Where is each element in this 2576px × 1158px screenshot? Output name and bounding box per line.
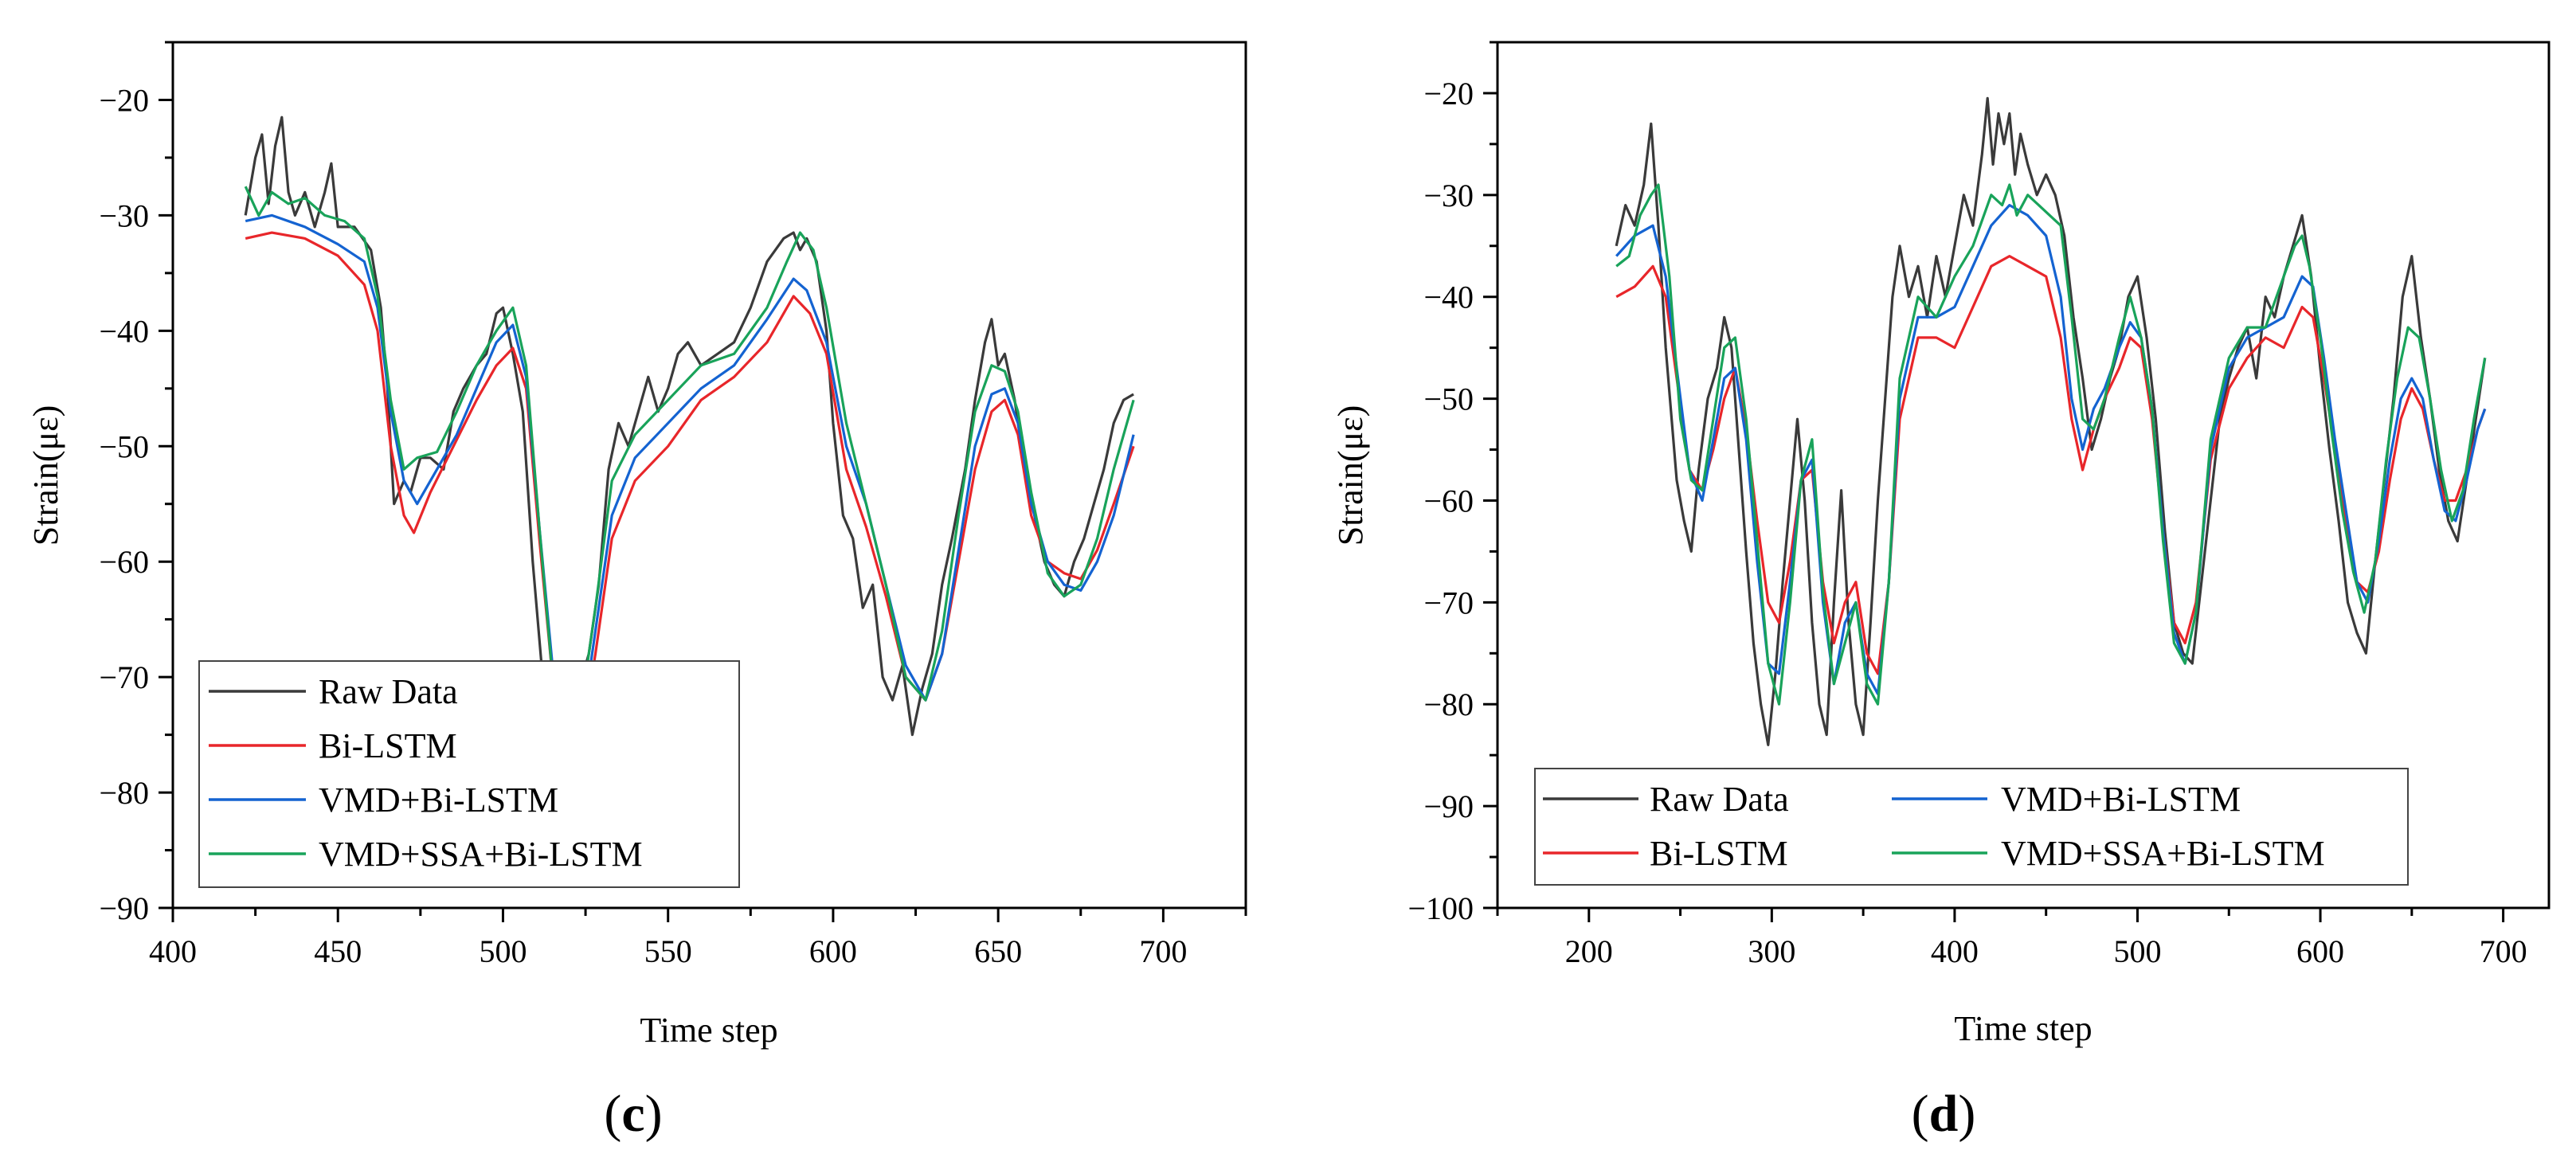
panel-c-caption-letter: c [621,1085,644,1143]
d-y-tick-label: −80 [1423,687,1474,722]
d-x-tick-label: 200 [1565,933,1613,969]
c-y-tick-label: −40 [99,313,149,349]
c-y-tick-label: −50 [99,428,149,464]
d-y-tick-label: −100 [1407,890,1474,926]
panel-c-legend-box [198,660,740,888]
c-x-tick-label: 550 [644,933,692,969]
d-y-tick-label: −40 [1423,280,1474,315]
c-y-tick-label: −30 [99,198,149,233]
d-y-tick-label: −70 [1423,585,1474,620]
panel-d-y-ticks: −100 −90 −80 −70 −60 −50 −40 −30 −20 [1407,41,1497,926]
panel-c: 400 450 500 550 600 650 700 −90 −80 −70 −60 −50 −40… [26,41,1247,1143]
panel-d-x-axis-label: Time step [1954,1009,2092,1048]
c-y-tick-label: −20 [99,82,149,118]
panel-d-series-bi-lstm [1615,255,2487,675]
panel-c-series-raw-data [244,115,1134,760]
panel-c-plot-frame [171,41,1247,910]
c-x-tick-label: 700 [1139,933,1187,969]
panel-c-series-bi-lstm [245,231,1135,760]
d-y-tick-label: −20 [1423,76,1474,111]
panel-c-caption: (c) [604,1085,662,1143]
d-y-tick-label: −50 [1423,381,1474,417]
panel-d: 200 300 400 500 600 700 −100 −90 −80 −70 −60 −50 −4… [1331,41,2551,1143]
panel-c-legend-label-vmd-ssa-bi-lstm: VMD+SSA+Bi-LSTM [319,835,643,874]
c-x-tick-label: 650 [974,933,1022,969]
panel-c-x-ticks: 400 450 500 550 600 650 700 [149,908,1247,969]
panel-c-series-vmd-ssa-bi-lstm [244,186,1135,748]
panel-d-series-vmd-ssa-bi-lstm [1615,183,2487,706]
d-y-tick-label: −90 [1423,788,1474,824]
panel-c-legend-label-raw-data: Raw Data [319,672,458,711]
panel-d-legend-label-raw-data: Raw Data [1650,780,1789,819]
panel-d-legend-box [1534,768,2409,886]
panel-d-series-vmd-bi-lstm [1615,204,2487,696]
panel-d-legend-label-vmd-bi-lstm: VMD+Bi-LSTM [2001,780,2241,819]
c-x-tick-label: 450 [314,933,362,969]
c-y-tick-label: −90 [99,890,149,926]
panel-c-y-axis-label: Strain(με) [26,405,65,546]
c-x-tick-label: 500 [479,933,527,969]
panel-d-plot-frame [1496,41,2551,910]
d-x-tick-label: 600 [2296,933,2344,969]
c-x-tick-label: 600 [809,933,857,969]
c-y-tick-label: −60 [99,544,149,580]
c-y-tick-label: −80 [99,775,149,811]
panel-c-legend-label-bi-lstm: Bi-LSTM [319,726,457,765]
panel-c-legend: Raw Data Bi-LSTM VMD+Bi-LSTM VMD+SSA+Bi-… [198,660,740,888]
c-x-tick-label: 400 [149,933,197,969]
d-x-tick-label: 400 [1931,933,1979,969]
panel-d-legend-label-vmd-ssa-bi-lstm: VMD+SSA+Bi-LSTM [2001,834,2325,873]
panel-c-y-ticks: −90 −80 −70 −60 −50 −40 −30 −20 [99,41,173,926]
panel-d-x-ticks: 200 300 400 500 600 700 [1496,908,2527,969]
c-y-tick-label: −70 [99,659,149,695]
d-x-tick-label: 500 [2113,933,2161,969]
panel-d-plot-lines [1615,96,2487,747]
d-x-tick-label: 700 [2480,933,2527,969]
panel-c-x-axis-label: Time step [640,1011,777,1050]
panel-c-legend-label-vmd-bi-lstm: VMD+Bi-LSTM [319,780,558,820]
d-x-tick-label: 300 [1748,933,1795,969]
panel-d-caption: (d) [1912,1085,1976,1143]
panel-d-series-raw-data [1615,96,2487,747]
panel-c-plot-lines [244,115,1135,760]
panel-d-y-axis-label: Strain(με) [1331,405,1370,546]
panel-d-legend-label-bi-lstm: Bi-LSTM [1650,834,1788,873]
panel-c-series-vmd-bi-lstm [245,213,1135,753]
d-y-tick-label: −60 [1423,483,1474,518]
panel-d-caption-letter: d [1929,1085,1959,1143]
d-y-tick-label: −30 [1423,178,1474,213]
panel-d-legend: Raw Data Bi-LSTM VMD+Bi-LSTM VMD+SSA+Bi-… [1534,768,2409,886]
